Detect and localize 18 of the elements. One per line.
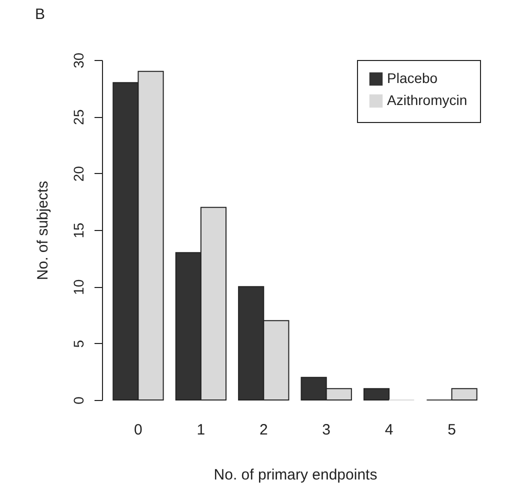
x-tick-label: 2	[259, 422, 268, 438]
x-tick-label: 4	[384, 422, 394, 438]
chart-title: B	[35, 6, 46, 24]
y-tick-label: 5	[70, 340, 86, 348]
x-tick-label: 1	[196, 422, 206, 438]
y-tick-label: 0	[70, 396, 86, 404]
y-tick-label: 20	[70, 166, 86, 182]
legend-label: Azithromycin	[387, 92, 468, 108]
x-axis-title: No. of primary endpoints	[214, 466, 378, 484]
x-tick-label: 3	[322, 422, 331, 438]
y-tick-label: 10	[70, 279, 86, 295]
legend-label: Placebo	[387, 70, 438, 86]
y-tick-label: 15	[70, 222, 86, 238]
y-tick-label: 25	[70, 109, 86, 125]
y-tick-label: 30	[70, 52, 86, 68]
x-tick-label: 5	[448, 422, 456, 438]
x-tick-label: 0	[134, 422, 142, 438]
y-axis-title: No. of subjects	[34, 180, 52, 280]
